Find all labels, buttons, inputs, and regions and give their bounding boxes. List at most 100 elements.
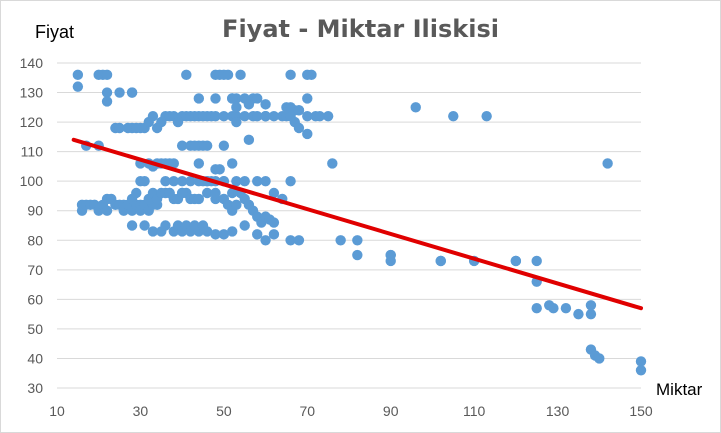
data-point — [573, 308, 584, 320]
data-point — [210, 187, 221, 199]
y-tick-label: 130 — [20, 85, 44, 101]
data-point — [239, 110, 250, 122]
data-point — [268, 217, 280, 228]
data-point — [139, 220, 150, 231]
data-point — [260, 110, 271, 122]
data-point — [227, 93, 238, 104]
data-point — [285, 69, 296, 81]
data-point — [285, 175, 296, 187]
x-tick-label: 90 — [383, 403, 399, 419]
y-tick-label: 50 — [27, 321, 43, 337]
gridlines — [57, 62, 641, 389]
data-point — [435, 255, 446, 267]
data-point — [168, 175, 179, 187]
y-tick-label: 140 — [20, 55, 44, 71]
data-point — [231, 199, 242, 211]
data-point — [193, 93, 205, 104]
data-point — [160, 175, 171, 187]
trendline-layer — [71, 137, 643, 311]
data-point — [114, 122, 125, 134]
data-point — [635, 356, 647, 367]
data-point — [227, 226, 238, 237]
data-point — [210, 110, 221, 122]
data-point — [252, 110, 263, 122]
tick-labels: 30 40 50 60 70 80 90 100 110 120 130 140 10 30 50 70 90 1… — [20, 55, 653, 419]
data-point — [147, 110, 159, 122]
data-point — [193, 158, 205, 169]
data-point — [260, 99, 271, 110]
data-point — [164, 187, 175, 199]
y-tick-label: 80 — [27, 232, 43, 248]
data-point — [293, 105, 305, 116]
data-point — [260, 235, 271, 246]
data-point — [306, 69, 317, 81]
data-point — [176, 175, 188, 187]
data-point — [448, 110, 459, 122]
x-tick-label: 10 — [49, 403, 65, 419]
x-tick-label: 110 — [463, 403, 486, 419]
data-points — [72, 69, 647, 376]
trendline — [71, 137, 643, 311]
data-point — [602, 158, 613, 169]
data-point — [352, 235, 363, 246]
x-tick-label: 150 — [629, 403, 653, 419]
data-point — [243, 99, 255, 110]
data-point — [510, 255, 522, 267]
data-point — [531, 303, 542, 314]
y-tick-label: 120 — [20, 114, 44, 130]
data-point — [235, 69, 246, 81]
data-point — [231, 175, 242, 187]
data-point — [260, 175, 271, 187]
data-point — [214, 164, 225, 175]
chart-title: Fiyat - Miktar Iliskisi — [222, 15, 499, 43]
data-point — [268, 110, 280, 122]
data-point — [160, 220, 171, 231]
data-point — [210, 93, 221, 104]
data-point — [352, 249, 363, 261]
data-point — [181, 69, 192, 81]
y-tick-label: 90 — [27, 203, 43, 219]
data-point — [302, 128, 313, 140]
data-point — [302, 110, 313, 122]
y-tick-label: 60 — [27, 291, 43, 307]
data-point — [147, 226, 159, 237]
data-point — [314, 110, 325, 122]
data-point — [239, 220, 250, 231]
y-tick-label: 30 — [27, 380, 43, 396]
data-point — [210, 229, 221, 240]
data-point — [252, 175, 263, 187]
data-point — [131, 187, 142, 199]
data-point — [176, 140, 188, 151]
data-point — [201, 140, 213, 151]
data-point — [126, 87, 138, 98]
data-point — [231, 116, 242, 128]
data-point — [285, 102, 296, 113]
data-point — [285, 110, 296, 122]
data-point — [72, 81, 84, 92]
y-tick-label: 70 — [27, 262, 43, 278]
data-point — [201, 187, 213, 199]
data-point — [168, 158, 179, 169]
data-point — [585, 300, 597, 311]
x-tick-label: 30 — [133, 403, 149, 419]
data-point — [101, 205, 113, 216]
y-tick-label: 40 — [27, 350, 43, 366]
data-point — [243, 134, 255, 146]
data-point — [193, 193, 205, 205]
data-point — [585, 308, 597, 320]
data-point — [239, 175, 250, 187]
data-point — [293, 235, 305, 246]
data-point — [252, 229, 263, 240]
data-point — [252, 93, 263, 104]
data-point — [268, 187, 280, 199]
data-point — [101, 87, 113, 98]
data-point — [594, 353, 605, 364]
data-point — [227, 187, 238, 199]
data-point — [185, 175, 196, 187]
data-point — [231, 102, 242, 113]
y-tick-label: 100 — [20, 173, 44, 189]
data-point — [126, 220, 138, 231]
x-tick-label: 50 — [216, 403, 232, 419]
